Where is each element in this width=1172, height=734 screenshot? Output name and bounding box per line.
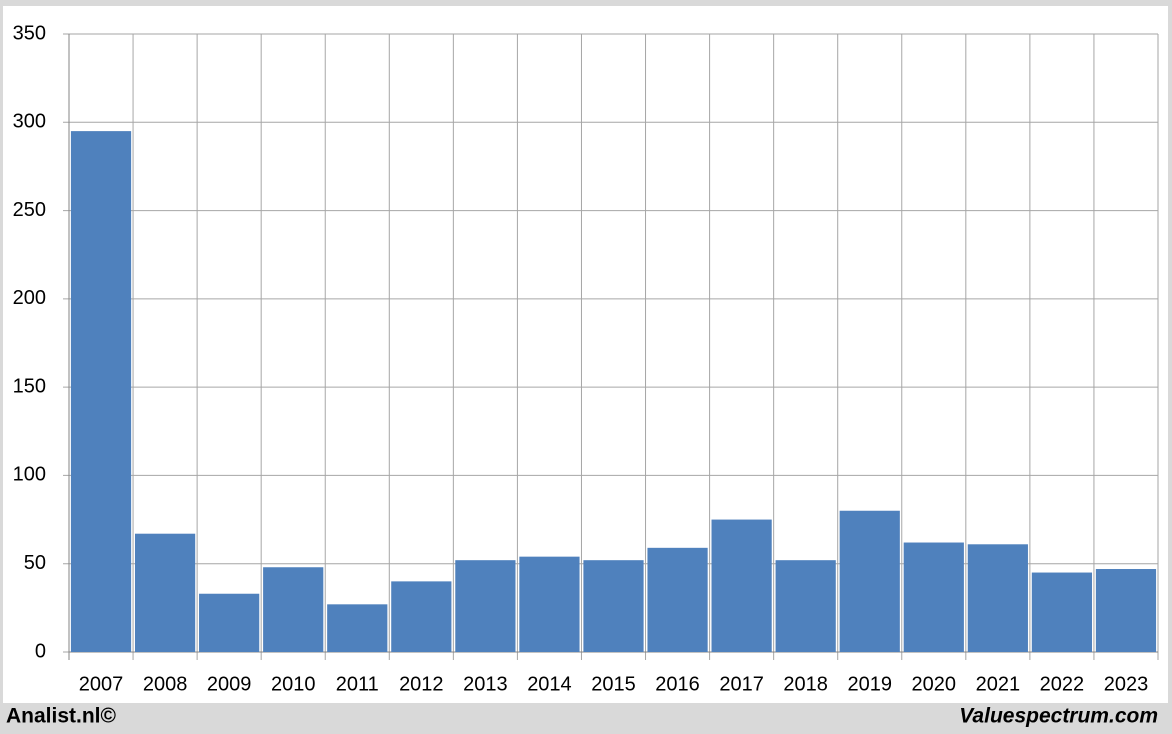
x-tick-label: 2022	[1040, 673, 1085, 695]
bar	[1095, 569, 1157, 652]
bar	[263, 567, 324, 652]
x-tick-label: 2023	[1104, 673, 1149, 695]
x-tick-label: 2014	[527, 673, 572, 695]
bar	[775, 560, 836, 652]
bar	[455, 560, 516, 652]
x-tick-label: 2010	[271, 673, 316, 695]
y-tick-label: 0	[35, 640, 46, 662]
x-tick-label: 2016	[655, 673, 700, 695]
bar	[711, 519, 772, 652]
bar	[647, 547, 708, 652]
bar	[199, 593, 260, 652]
bar	[967, 544, 1028, 652]
bar	[519, 556, 580, 652]
x-tick-label: 2009	[207, 673, 252, 695]
bar	[1031, 572, 1093, 652]
bar	[134, 533, 196, 652]
x-tick-label: 2012	[399, 673, 444, 695]
x-tick-label: 2008	[143, 673, 188, 695]
y-tick-label: 50	[24, 552, 46, 574]
x-tick-label: 2017	[719, 673, 764, 695]
bar	[327, 604, 388, 652]
footer-right: Valuespectrum.com	[959, 705, 1158, 728]
bar	[839, 510, 900, 652]
x-tick-label: 2011	[336, 673, 379, 695]
x-tick-label: 2015	[591, 673, 636, 695]
x-tick-label: 2013	[463, 673, 508, 695]
x-tick-label: 2007	[79, 673, 124, 695]
y-tick-label: 300	[13, 111, 46, 133]
y-tick-label: 250	[13, 199, 46, 221]
y-tick-label: 350	[13, 22, 46, 44]
x-tick-label: 2020	[912, 673, 957, 695]
x-tick-label: 2018	[783, 673, 828, 695]
bar	[70, 131, 132, 653]
y-tick-label: 200	[13, 287, 46, 309]
bar	[903, 542, 964, 652]
y-tick-label: 150	[13, 375, 46, 397]
x-tick-label: 2019	[847, 673, 892, 695]
y-tick-label: 100	[13, 464, 46, 486]
footer-left: Analist.nl©	[6, 705, 117, 728]
bar	[583, 560, 644, 652]
x-tick-label: 2021	[976, 673, 1021, 695]
bar	[391, 581, 452, 652]
